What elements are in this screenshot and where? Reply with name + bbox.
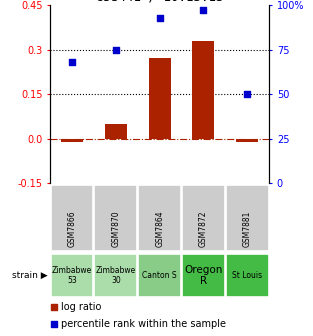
Bar xyxy=(94,185,137,251)
Point xyxy=(113,47,118,52)
Text: percentile rank within the sample: percentile rank within the sample xyxy=(61,319,226,329)
Text: GSM7872: GSM7872 xyxy=(199,210,208,247)
Bar xyxy=(105,124,127,138)
Bar xyxy=(226,185,269,251)
Point xyxy=(157,15,162,20)
Text: St Louis: St Louis xyxy=(232,271,262,280)
Point xyxy=(245,91,250,97)
Bar xyxy=(236,138,258,141)
Bar xyxy=(138,254,181,297)
Text: Zimbabwe
30: Zimbabwe 30 xyxy=(96,266,136,285)
Point xyxy=(201,8,206,13)
Bar xyxy=(226,254,269,297)
Bar xyxy=(182,185,225,251)
Text: Oregon
R: Oregon R xyxy=(184,265,223,286)
Bar xyxy=(182,254,225,297)
Bar xyxy=(50,185,94,251)
Point xyxy=(52,322,57,327)
Text: log ratio: log ratio xyxy=(61,302,101,312)
Bar xyxy=(61,138,83,141)
Text: Canton S: Canton S xyxy=(142,271,177,280)
Text: strain ▶: strain ▶ xyxy=(12,271,48,280)
Bar xyxy=(138,185,181,251)
Text: GSM7866: GSM7866 xyxy=(68,210,76,247)
Text: GSM7881: GSM7881 xyxy=(243,210,252,247)
Point xyxy=(69,59,74,65)
Text: GSM7870: GSM7870 xyxy=(111,210,120,247)
Bar xyxy=(94,254,137,297)
Title: GDS441 / 10.13.13: GDS441 / 10.13.13 xyxy=(96,0,223,4)
Text: Zimbabwe
53: Zimbabwe 53 xyxy=(52,266,92,285)
Point xyxy=(52,305,57,310)
Bar xyxy=(192,41,214,138)
Bar xyxy=(50,254,94,297)
Bar xyxy=(149,58,171,138)
Text: GSM7864: GSM7864 xyxy=(155,210,164,247)
